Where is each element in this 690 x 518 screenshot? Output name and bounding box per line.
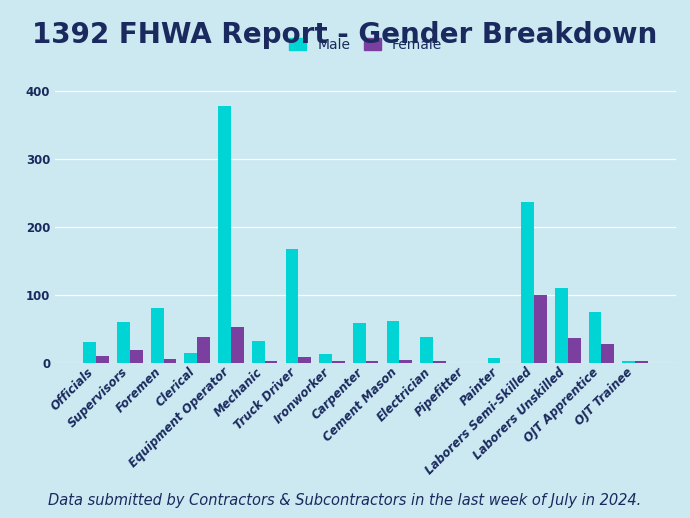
- Bar: [319, 354, 332, 363]
- Bar: [265, 361, 277, 363]
- Bar: [231, 327, 244, 363]
- Bar: [151, 308, 164, 363]
- Bar: [83, 342, 96, 363]
- Bar: [366, 361, 379, 363]
- Bar: [332, 361, 345, 363]
- Bar: [184, 353, 197, 363]
- Bar: [386, 321, 400, 363]
- Bar: [420, 337, 433, 363]
- Bar: [522, 202, 534, 363]
- Bar: [286, 249, 298, 363]
- Bar: [568, 338, 580, 363]
- Bar: [197, 337, 210, 363]
- Bar: [252, 341, 265, 363]
- Bar: [602, 344, 614, 363]
- Legend: Male, Female: Male, Female: [285, 33, 446, 56]
- Bar: [622, 361, 635, 363]
- Bar: [298, 357, 311, 363]
- Text: Data submitted by Contractors & Subcontractors in the last week of July in 2024.: Data submitted by Contractors & Subcontr…: [48, 493, 642, 508]
- Bar: [433, 361, 446, 363]
- Bar: [164, 358, 177, 363]
- Bar: [130, 350, 143, 363]
- Bar: [117, 322, 130, 363]
- Text: 1392 FHWA Report - Gender Breakdown: 1392 FHWA Report - Gender Breakdown: [32, 21, 658, 49]
- Bar: [589, 312, 602, 363]
- Bar: [96, 356, 109, 363]
- Bar: [488, 358, 500, 363]
- Bar: [218, 106, 231, 363]
- Bar: [534, 295, 547, 363]
- Bar: [635, 361, 648, 363]
- Bar: [353, 323, 366, 363]
- Bar: [400, 360, 412, 363]
- Bar: [555, 288, 568, 363]
